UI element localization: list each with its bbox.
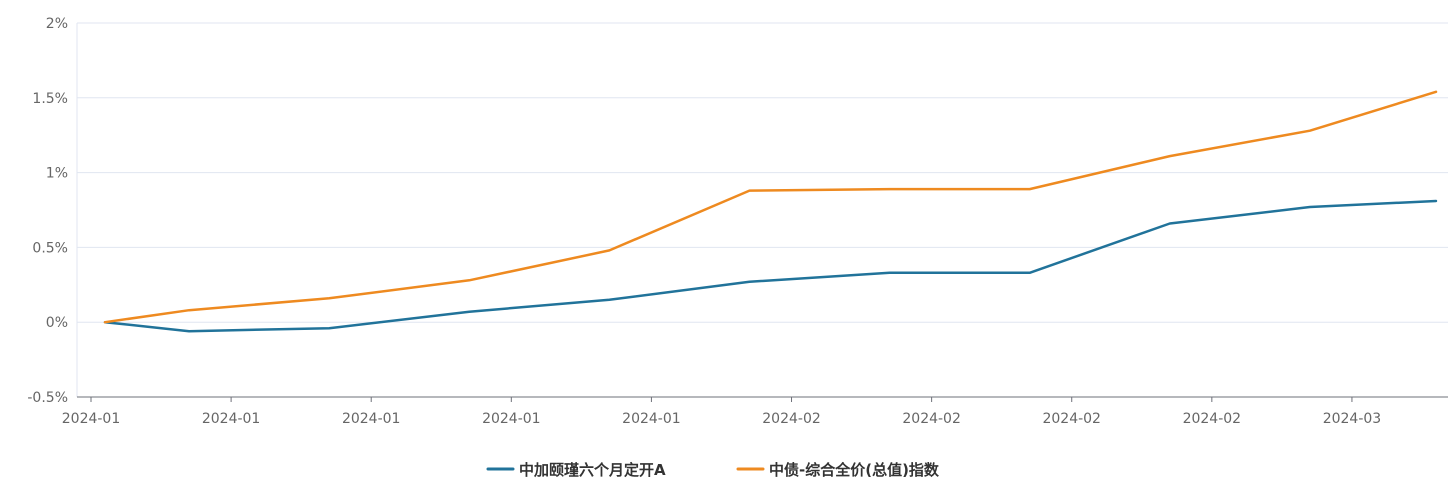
legend-label: 中债-综合全价(总值)指数 [769,461,940,479]
x-tick-label: 2024-01 [342,411,401,427]
x-tick-label: 2024-02 [902,411,961,427]
x-tick-label: 2024-02 [762,411,821,427]
legend[interactable]: 中加颐瑾六个月定开A 中债-综合全价(总值)指数 [486,461,940,479]
y-tick-label: 2% [46,16,68,32]
legend-label: 中加颐瑾六个月定开A [519,461,666,479]
legend-item-2[interactable]: 中债-综合全价(总值)指数 [736,461,940,479]
x-tick-label: 2024-03 [1323,411,1382,427]
x-tick-label: 2024-01 [622,411,681,427]
series-line-1 [103,199,1438,333]
x-tick-label: 2024-01 [202,411,261,427]
x-tick-label: 2024-02 [1042,411,1101,427]
y-tick-label: 0.5% [32,240,68,256]
x-tick-label: 2024-01 [482,411,541,427]
y-tick-label: 0% [46,315,68,331]
grid-lines [77,22,1448,398]
legend-item-1[interactable]: 中加颐瑾六个月定开A [486,461,666,479]
y-tick-label: 1% [46,166,68,182]
series-lines [103,90,1438,333]
x-tick-label: 2024-01 [62,411,121,427]
axes: -0.5% 0% 0.5% 1% 1.5% 2% 2024-01 2024-01 2024-01… [27,16,1448,427]
x-tick-label: 2024-02 [1183,411,1242,427]
y-tick-label: 1.5% [32,91,68,107]
y-tick-label: -0.5% [27,390,68,406]
series-line-2 [103,90,1438,324]
